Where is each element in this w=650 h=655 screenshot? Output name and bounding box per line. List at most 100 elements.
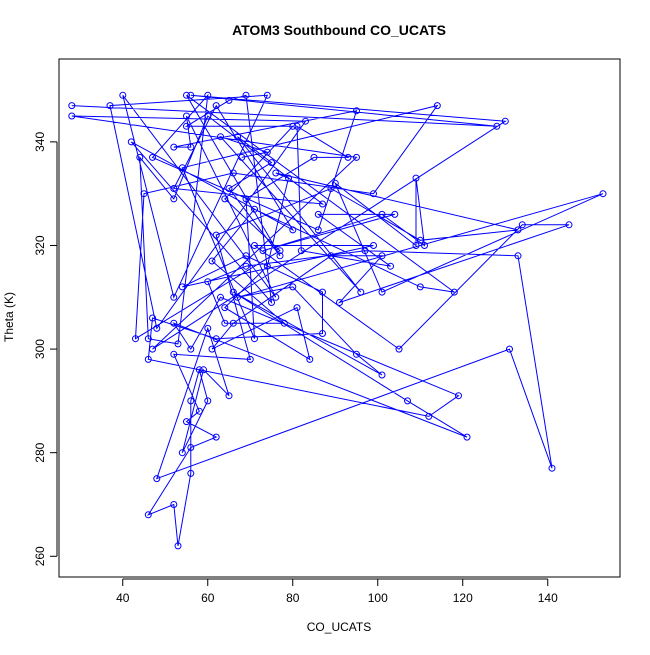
data-point	[187, 143, 195, 151]
data-point	[221, 304, 229, 312]
data-point	[229, 319, 237, 327]
data-point	[170, 501, 178, 508]
data-point	[336, 299, 343, 306]
data-point	[416, 283, 424, 291]
data-point	[149, 314, 156, 322]
data-point	[204, 278, 212, 286]
data-point	[217, 133, 224, 141]
data-point	[514, 226, 522, 234]
data-point	[183, 418, 190, 426]
data-point	[391, 210, 399, 218]
data-point	[370, 190, 377, 198]
data-point	[251, 242, 258, 249]
data-point	[187, 469, 195, 477]
y-axis: 260 280 300 320 340	[33, 132, 58, 566]
data-point	[221, 195, 229, 203]
data-point	[280, 319, 288, 327]
data-point	[208, 345, 216, 353]
data-point	[302, 117, 309, 125]
data-point	[208, 257, 216, 265]
data-point	[187, 444, 195, 451]
data-point	[204, 91, 212, 99]
data-point	[344, 153, 352, 161]
x-axis-label: CO_UCATS	[307, 620, 371, 634]
data-point	[259, 247, 267, 255]
data-point	[204, 397, 212, 405]
data-point	[412, 242, 420, 249]
data-point	[170, 350, 178, 358]
data-point	[183, 91, 190, 99]
data-point	[170, 293, 178, 301]
y-tick-label: 320	[33, 235, 47, 255]
data-point	[217, 293, 224, 301]
data-point	[378, 210, 386, 218]
data-point	[387, 262, 394, 270]
data-point	[272, 169, 280, 177]
data-point	[170, 195, 178, 203]
series-layer	[68, 91, 607, 550]
x-tick-label: 60	[201, 591, 215, 605]
data-point	[225, 185, 233, 192]
data-point	[518, 221, 526, 229]
data-point	[187, 91, 195, 99]
data-point	[548, 464, 556, 472]
data-point	[293, 304, 301, 312]
data-point	[132, 335, 139, 343]
y-axis-label: Theta (K)	[2, 292, 16, 342]
data-point	[395, 345, 403, 353]
data-point	[140, 190, 148, 198]
data-point	[310, 153, 318, 161]
x-tick-label: 120	[453, 591, 473, 605]
data-point	[565, 221, 573, 229]
data-point	[319, 200, 326, 208]
data-point	[234, 133, 241, 141]
data-point	[246, 355, 254, 363]
data-point	[195, 366, 203, 374]
data-point	[212, 231, 220, 239]
data-point	[251, 335, 258, 343]
data-point	[238, 153, 246, 161]
data-point	[170, 185, 178, 192]
data-point	[268, 159, 275, 167]
x-tick-label: 40	[116, 591, 130, 605]
data-point	[183, 122, 190, 130]
data-point	[170, 319, 178, 327]
data-point	[353, 153, 360, 161]
data-point	[412, 174, 420, 182]
x-tick-label: 140	[538, 591, 558, 605]
x-axis: 40 60 80 100 120 140	[116, 578, 558, 605]
data-point	[144, 511, 152, 519]
data-point	[599, 190, 607, 198]
y-tick-label: 260	[33, 546, 47, 566]
data-point	[306, 355, 314, 363]
data-point	[212, 335, 220, 343]
data-point	[276, 247, 284, 255]
data-point	[242, 91, 250, 99]
data-point	[174, 542, 182, 550]
data-point	[195, 407, 203, 415]
data-point	[268, 299, 275, 306]
data-point	[178, 449, 186, 457]
data-point	[242, 262, 250, 270]
data-point	[416, 236, 424, 244]
data-point	[187, 345, 195, 353]
data-point	[450, 288, 458, 296]
chart-title: ATOM3 Southbound CO_UCATS	[232, 22, 446, 38]
data-point	[144, 355, 152, 363]
x-tick-label: 80	[286, 591, 300, 605]
y-tick-label: 300	[33, 339, 47, 359]
data-point	[212, 102, 220, 110]
data-point	[501, 117, 509, 125]
data-point	[378, 371, 386, 379]
data-point	[327, 185, 335, 192]
data-point	[178, 164, 186, 172]
data-point	[314, 226, 322, 234]
data-point	[506, 345, 513, 353]
data-point	[251, 205, 258, 213]
data-point	[144, 335, 152, 343]
data-point	[178, 283, 186, 291]
series-line	[71, 93, 604, 546]
data-point	[276, 252, 284, 260]
